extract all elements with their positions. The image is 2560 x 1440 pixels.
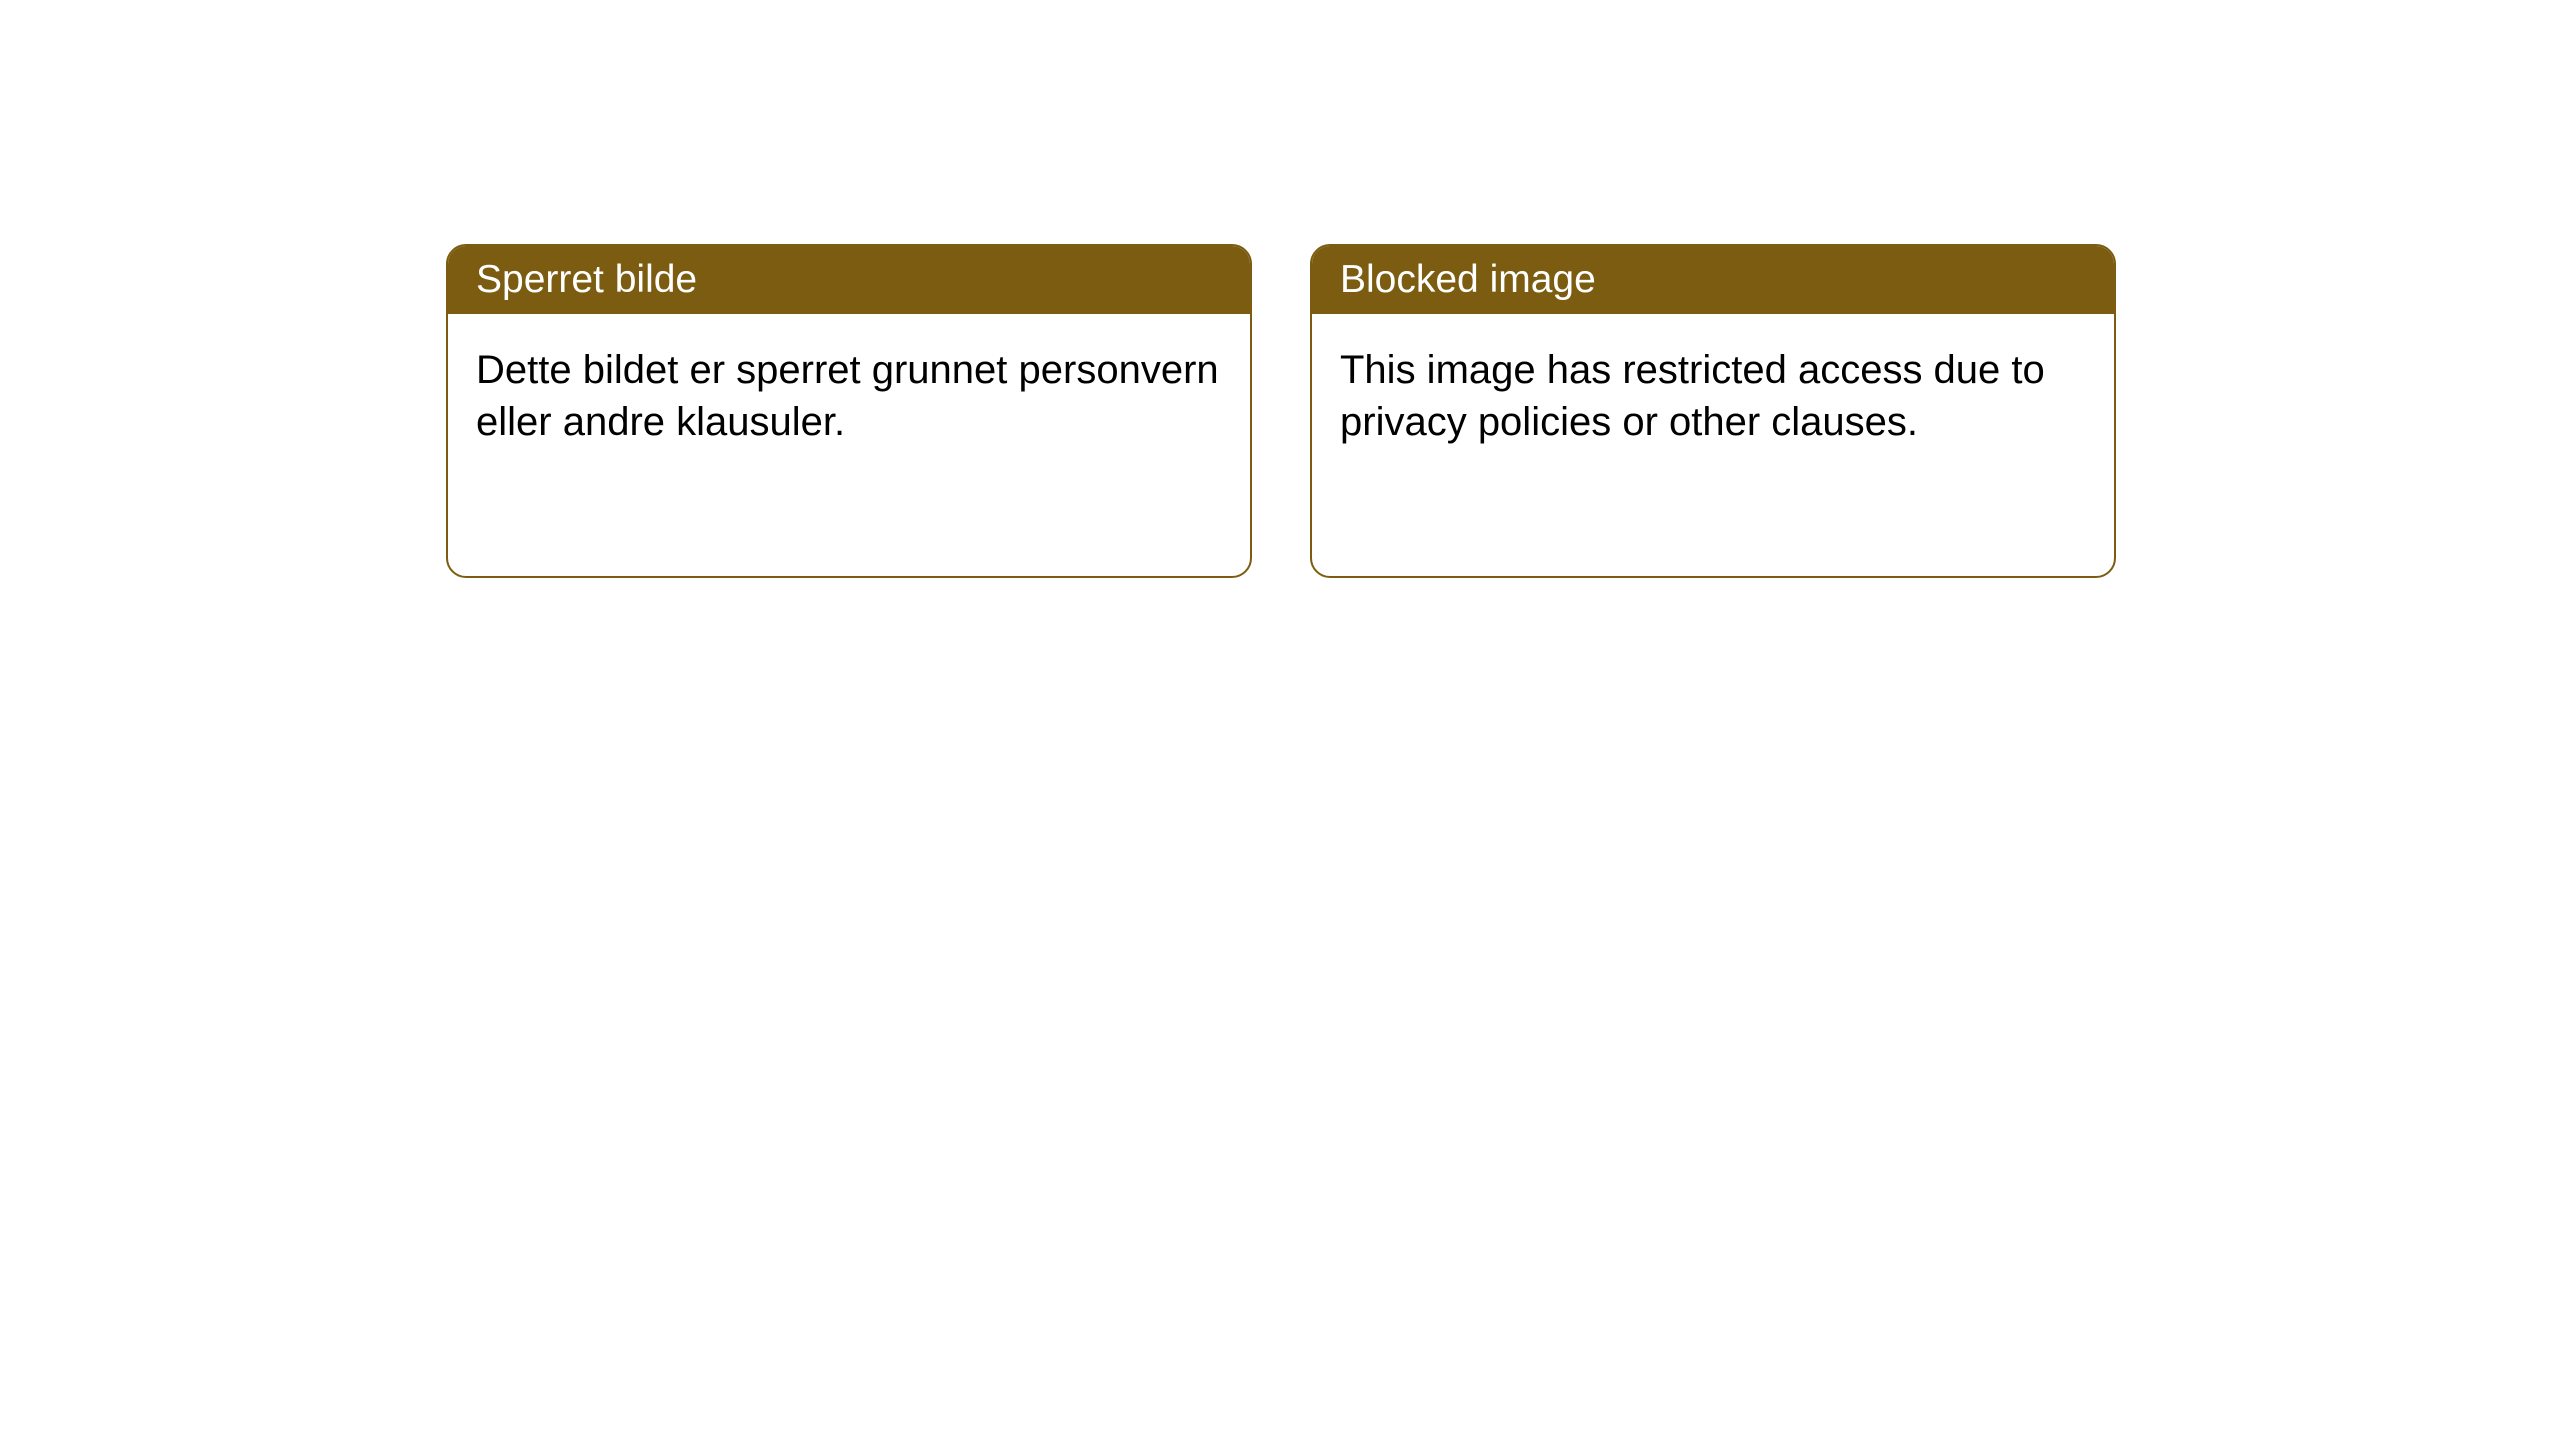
- card-body: This image has restricted access due to …: [1312, 314, 2114, 478]
- card-body-text: Dette bildet er sperret grunnet personve…: [476, 348, 1219, 444]
- card-body: Dette bildet er sperret grunnet personve…: [448, 314, 1250, 478]
- blocked-image-card-norwegian: Sperret bilde Dette bildet er sperret gr…: [446, 244, 1252, 578]
- card-title: Blocked image: [1340, 258, 1596, 301]
- notice-cards-container: Sperret bilde Dette bildet er sperret gr…: [446, 244, 2116, 578]
- card-title: Sperret bilde: [476, 258, 697, 301]
- card-header: Sperret bilde: [448, 246, 1250, 314]
- card-header: Blocked image: [1312, 246, 2114, 314]
- blocked-image-card-english: Blocked image This image has restricted …: [1310, 244, 2116, 578]
- card-body-text: This image has restricted access due to …: [1340, 348, 2045, 444]
